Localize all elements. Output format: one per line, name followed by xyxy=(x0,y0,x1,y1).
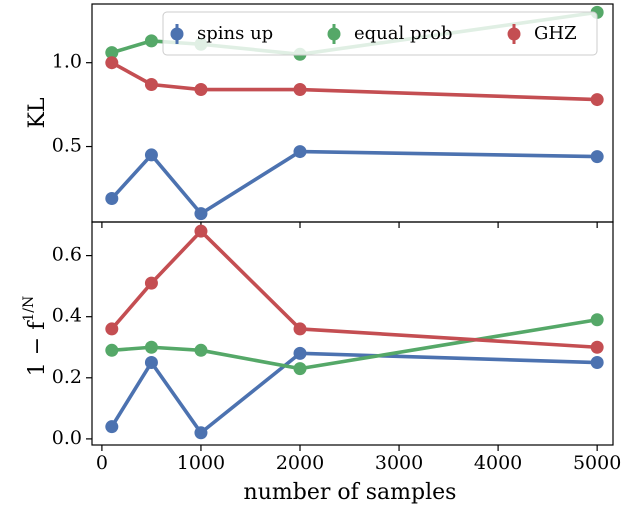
top-y-axis-label: KL xyxy=(25,97,50,128)
top-series-line-spins-up xyxy=(110,149,599,216)
legend-marker-dot-equal-prob xyxy=(327,27,341,41)
top-y-tick-label: 1.0 xyxy=(52,51,82,73)
bottom-point-ghz xyxy=(194,224,208,238)
legend-marker-dot-ghz xyxy=(507,27,521,41)
top-point-equal-prob xyxy=(144,34,158,48)
bottom-x-tick-label: 4000 xyxy=(474,452,522,474)
x-axis-label: number of samples xyxy=(244,480,457,505)
top-point-ghz xyxy=(105,56,119,70)
top-y-ticks: 0.5 1.0 xyxy=(52,51,92,157)
bottom-x-tick-label: 1000 xyxy=(177,452,225,474)
bottom-point-spins-up xyxy=(293,346,307,360)
bottom-y-tick-label: 0.0 xyxy=(52,427,82,449)
bottom-point-ghz xyxy=(105,322,119,336)
top-series-line-ghz xyxy=(110,60,599,102)
top-point-spins-up xyxy=(293,145,307,159)
bottom-point-equal-prob xyxy=(105,343,119,357)
bottom-point-ghz xyxy=(293,322,307,336)
legend: spins up equal prob GHZ xyxy=(162,11,598,56)
top-point-ghz xyxy=(590,93,604,107)
bottom-point-equal-prob xyxy=(194,343,208,357)
bottom-y-axis-label: 1 − f1/N xyxy=(21,296,50,376)
top-x-ticks xyxy=(101,222,598,228)
bottom-x-tick-label: 2000 xyxy=(276,452,324,474)
bottom-y-tick-label: 0.6 xyxy=(52,244,82,266)
top-point-spins-up xyxy=(194,207,208,221)
bottom-point-spins-up xyxy=(144,356,158,370)
top-point-ghz xyxy=(293,83,307,97)
top-point-ghz xyxy=(144,77,158,91)
legend-label-equal-prob: equal prob xyxy=(354,23,452,44)
bottom-series-group xyxy=(105,224,604,440)
top-point-spins-up xyxy=(105,192,119,206)
bottom-panel: 0.0 0.2 0.4 0.6 0 1000 2000 3000 4000 5000 1 − f… xyxy=(21,221,621,505)
legend-label-ghz: GHZ xyxy=(534,23,577,44)
bottom-series-line-spins-up xyxy=(110,351,599,435)
bottom-point-ghz xyxy=(590,340,604,354)
bottom-x-ticks: 0 1000 2000 3000 4000 5000 xyxy=(96,445,621,474)
legend-box xyxy=(162,11,598,56)
bottom-x-tick-label: 3000 xyxy=(375,452,423,474)
top-point-ghz xyxy=(194,83,208,97)
bottom-point-equal-prob xyxy=(590,313,604,327)
bottom-point-spins-up xyxy=(105,420,119,434)
bottom-y-axis-label-main: 1 − f xyxy=(25,320,50,376)
legend-marker-dot-spins-up xyxy=(170,27,184,41)
top-panel: 0.5 1.0 KL spins up equal prob GHZ xyxy=(25,3,614,228)
bottom-y-tick-label: 0.2 xyxy=(52,366,82,388)
bottom-point-spins-up xyxy=(590,356,604,370)
bottom-plot-frame xyxy=(91,221,614,446)
bottom-point-equal-prob xyxy=(144,340,158,354)
legend-label-spins-up: spins up xyxy=(197,23,273,44)
top-point-spins-up xyxy=(590,150,604,164)
bottom-y-ticks: 0.0 0.2 0.4 0.6 xyxy=(52,244,92,449)
bottom-point-equal-prob xyxy=(293,362,307,376)
top-point-spins-up xyxy=(144,148,158,162)
bottom-x-tick-label: 0 xyxy=(96,452,108,474)
legend-items: spins up equal prob GHZ xyxy=(170,23,577,44)
bottom-point-ghz xyxy=(144,276,158,290)
bottom-y-tick-label: 0.4 xyxy=(52,305,82,327)
bottom-series-line-ghz xyxy=(110,229,599,350)
bottom-y-axis-label-superscript: 1/N xyxy=(21,296,37,322)
top-point-equal-prob xyxy=(105,46,119,60)
bottom-x-tick-label: 5000 xyxy=(573,452,621,474)
top-y-tick-label: 0.5 xyxy=(52,135,82,157)
bottom-point-spins-up xyxy=(194,426,208,440)
